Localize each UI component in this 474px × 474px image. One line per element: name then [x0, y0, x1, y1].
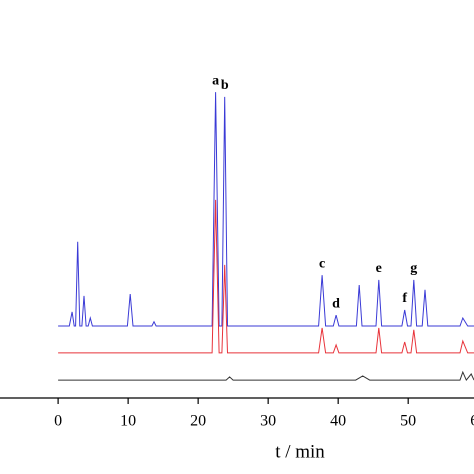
- x-tick-label: 60: [470, 413, 474, 430]
- x-tick-label: 20: [190, 413, 206, 430]
- trace: [58, 199, 474, 354]
- peak-label: a: [212, 73, 219, 88]
- peak-label: e: [376, 261, 382, 276]
- peak-label: c: [319, 256, 325, 271]
- peak-label: g: [410, 261, 417, 276]
- peak-label: d: [332, 296, 340, 311]
- x-tick-label: 50: [400, 413, 416, 430]
- trace: [58, 92, 474, 327]
- x-tick-label: 30: [260, 413, 276, 430]
- x-tick-label: 10: [120, 413, 136, 430]
- x-tick-label: 40: [330, 413, 346, 430]
- peak-label: f: [402, 291, 407, 306]
- x-axis-label: t / min: [275, 441, 325, 462]
- peak-label: b: [221, 78, 229, 93]
- trace: [58, 370, 474, 382]
- x-tick-label: 0: [54, 413, 62, 430]
